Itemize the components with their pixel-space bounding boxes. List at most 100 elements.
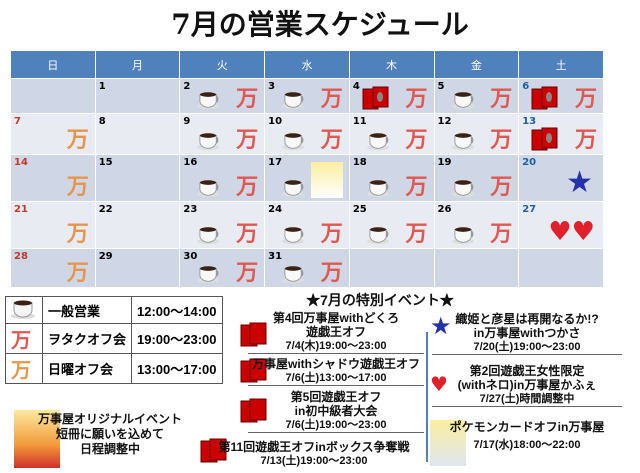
coffee-cup-icon (451, 90, 477, 110)
event-subtitle: 遊戯王オフ (305, 325, 366, 339)
coffee-cup-icon (196, 131, 222, 151)
coffee-cup-icon (196, 225, 222, 245)
calendar-day: 22 (94, 201, 181, 249)
day-number: 1 (98, 81, 106, 92)
man-red-icon: 万 (405, 221, 428, 247)
page-title: 7月の営業スケジュール (171, 8, 469, 41)
calendar-day: 10 万 (264, 113, 350, 155)
event-title: 第4回万事屋withどくろ (272, 311, 400, 325)
weekday-header: 土 (518, 50, 604, 79)
day-number: 10 (268, 116, 283, 127)
calendar-day: 1 (94, 78, 181, 114)
day-number: 17 (268, 157, 283, 168)
calendar-day: 24 万 (264, 201, 350, 249)
legend-time: 13:00～17:00 (131, 353, 223, 384)
coffee-cup-icon (366, 225, 392, 245)
calendar-day: 17 (264, 154, 350, 202)
day-number: 27 (522, 204, 537, 215)
man-red-icon: 万 (490, 221, 513, 247)
calendar-week: 21 万 22 23 万 24 万 25 万 26 万 27 ♥♥ (10, 201, 604, 249)
event-date: 7/6(土)19:00～23:00 (248, 418, 424, 433)
calendar-week: 14 万 15 16 万 17 18 万 19 万 20 ★ (10, 154, 604, 202)
day-number: 26 (437, 204, 452, 215)
weekday-header: 金 (433, 50, 520, 79)
event-item: 第4回万事屋withどくろ 遊戯王オフ 7/4(木)19:00～23:00 (248, 311, 424, 354)
coffee-cup-icon (281, 264, 307, 284)
hearts-icon: ♥ (430, 372, 448, 396)
original-event-subtitle: 短冊に願いを込めて (55, 427, 164, 441)
calendar: 日月火水木金土 1 2 万 3 万 4 万 5 万 6 万 7 万 8 9 万 10 万 11 万 12 万 13 万 14 万 15… (10, 50, 604, 288)
coffee-cup-icon (451, 178, 477, 198)
character-image (310, 162, 343, 198)
legend-name: ヲタクオフ会 (41, 323, 133, 354)
legend-time: 12:00～14:00 (131, 296, 223, 324)
event-title: 第5回遊戯王オフ (290, 390, 382, 404)
calendar-day: 13 万 (518, 113, 604, 155)
man-red-icon: 万 (490, 86, 513, 112)
coffee-cup-icon (196, 264, 222, 284)
man-orange-icon: 万 (66, 260, 89, 286)
day-number: 5 (437, 81, 445, 92)
coffee-cup-icon (281, 90, 307, 110)
coffee-cup-icon (281, 131, 307, 151)
man-red-icon: 万 (574, 127, 597, 153)
divider (426, 332, 428, 462)
event-subtitle: (withネロ)in万事屋かふぇ (457, 378, 597, 392)
coffee-cup-icon (196, 90, 222, 110)
calendar-day: 15 (94, 154, 181, 202)
man-red-icon: 万 (5, 323, 43, 354)
day-number: 11 (352, 116, 367, 127)
event-title: 織姫と彦星は再開なるか!? (455, 312, 599, 326)
calendar-day (433, 248, 520, 288)
coffee-cup-icon (451, 225, 477, 245)
day-number: 21 (14, 204, 28, 215)
coffee-cup-icon (451, 131, 477, 151)
event-title: 第11回遊戯王オフinボックス争奪戦 (218, 440, 410, 454)
tanabata-star-icon: ★ (430, 312, 452, 340)
event-item: 第5回遊戯王オフ in初中級者大会 7/6(土)19:00～23:00 (248, 390, 424, 433)
original-event: 万事屋オリジナルイベント 短冊に願いを込めて 日程調整中 (30, 412, 190, 457)
day-number: 16 (183, 157, 198, 168)
man-red-icon: 万 (320, 127, 343, 153)
original-event-status: 日程調整中 (79, 442, 140, 456)
weekday-header: 水 (264, 50, 350, 79)
day-number: 15 (98, 157, 113, 168)
man-orange-icon: 万 (66, 174, 89, 200)
calendar-day: 27 ♥♥ (518, 201, 604, 249)
cards-icon (531, 86, 559, 110)
coffee-cup-icon (366, 131, 392, 151)
event-date: 7/20(土)19:00～23:00 (432, 340, 622, 355)
calendar-day: 16 万 (179, 154, 266, 202)
event-date: 7/13(土)19:00～23:00 (260, 455, 368, 467)
man-red-icon: 万 (490, 127, 513, 153)
man-red-icon: 万 (236, 221, 259, 247)
man-red-icon: 万 (236, 174, 259, 200)
day-number: 2 (183, 81, 191, 92)
event-item: 織姫と彦星は再開なるか!? in万事屋withつかさ 7/20(土)19:00～23… (432, 312, 622, 355)
calendar-week: 7 万 8 9 万 10 万 11 万 12 万 13 万 (10, 113, 604, 155)
original-event-title: 万事屋オリジナルイベント (37, 412, 182, 426)
legend-name: 日曜オフ会 (41, 353, 133, 384)
man-red-icon: 万 (405, 86, 428, 112)
event-item: 万事屋withシャドウ遊戯王オフ 7/6(土)13:00～17:00 (248, 357, 424, 386)
man-red-icon: 万 (320, 260, 343, 286)
event-date: 7/27(土)時間調整中 (432, 392, 622, 407)
weekday-header: 日 (10, 50, 96, 79)
cards-icon (531, 127, 559, 151)
day-number: 18 (352, 157, 367, 168)
hearts-icon: ♥♥ (548, 217, 595, 247)
day-number: 24 (268, 204, 283, 215)
calendar-day: 19 万 (433, 154, 520, 202)
event-date: 7/17(水)18:00～22:00 (473, 439, 581, 451)
day-number: 7 (14, 116, 21, 127)
calendar-day: 29 (94, 248, 181, 288)
event-item: ポケモンカードオフin万事屋 7/17(水)18:00～22:00 (432, 420, 622, 452)
man-orange-icon: 万 (66, 221, 89, 247)
calendar-day (10, 78, 96, 114)
